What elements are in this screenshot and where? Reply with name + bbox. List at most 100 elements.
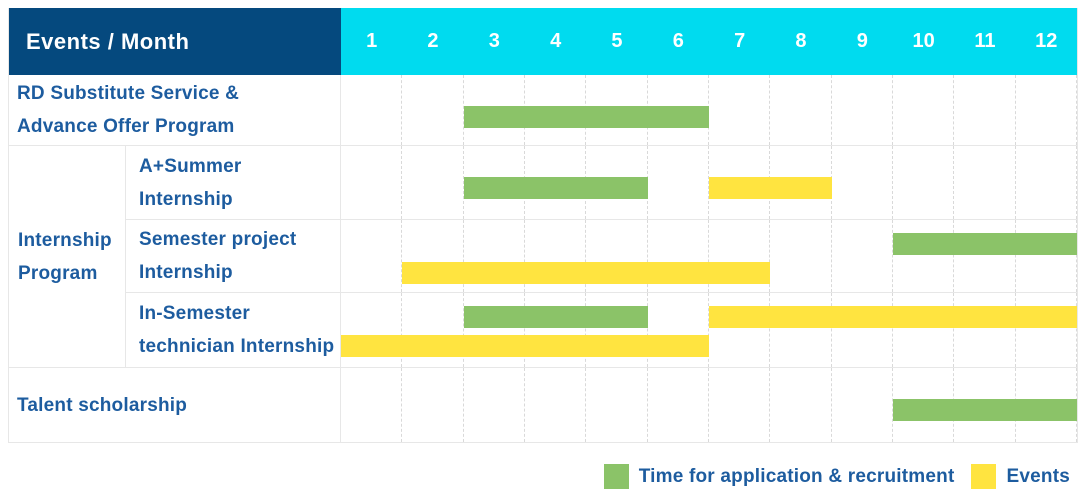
grid-cell-month-6 bbox=[648, 220, 709, 292]
grid-cell-month-1 bbox=[341, 75, 403, 145]
internship-program-group: Internship Program A+Summer Internship Se… bbox=[9, 146, 1077, 368]
grid-cell-month-7 bbox=[709, 293, 771, 367]
row-label-semester-project-internship: Semester project Internship bbox=[126, 220, 341, 292]
grid-cell-month-10 bbox=[893, 75, 955, 145]
table-header-row: Events / Month 1 2 3 4 5 6 7 8 9 10 11 12 bbox=[9, 8, 1077, 75]
grid-cell-month-6 bbox=[648, 146, 709, 219]
grid-cell-month-11 bbox=[954, 146, 1016, 219]
green-bar-months-10-to-12 bbox=[893, 233, 1077, 255]
row-label-line: A+Summer bbox=[139, 155, 242, 177]
row-label-line: RD Substitute Service & bbox=[17, 83, 240, 104]
grid-cell-month-8 bbox=[770, 293, 832, 367]
month-header-7: 7 bbox=[734, 30, 746, 52]
grid-cell-month-8 bbox=[770, 368, 832, 442]
grid-cell-month-5 bbox=[586, 368, 648, 442]
green-bar-months-3-to-5 bbox=[463, 306, 648, 328]
grid-cell-month-7 bbox=[709, 368, 771, 442]
grid-cell-month-10 bbox=[893, 220, 955, 292]
grid-cell-month-9 bbox=[832, 75, 893, 145]
month-header-9: 9 bbox=[856, 30, 868, 52]
grid-cell-month-3 bbox=[464, 293, 525, 367]
schedule-table: Events / Month 1 2 3 4 5 6 7 8 9 10 11 12 RD Substi… bbox=[8, 8, 1078, 443]
month-header-8: 8 bbox=[795, 30, 807, 52]
grid-cell-month-11 bbox=[954, 293, 1016, 367]
grid-cell-month-2 bbox=[402, 75, 464, 145]
row-label-line: Internship bbox=[139, 262, 233, 283]
legend: Time for application & recruitment Event… bbox=[8, 464, 1078, 489]
grid-cell-month-8 bbox=[770, 75, 832, 145]
month-header-10: 10 bbox=[912, 30, 935, 52]
legend-green-label: Time for application & recruitment bbox=[638, 465, 955, 487]
grid-cell-month-12 bbox=[1016, 146, 1077, 219]
legend-green-swatch bbox=[603, 464, 629, 489]
grid-cell-month-7 bbox=[709, 75, 771, 145]
green-bar-months-3-to-5 bbox=[463, 177, 648, 199]
grid-cell-month-12 bbox=[1016, 75, 1077, 145]
month-header-2: 2 bbox=[427, 30, 439, 52]
row-label-line: Talent scholarship bbox=[17, 394, 188, 416]
grid-cell-month-3 bbox=[464, 368, 525, 442]
grid-cell-month-11 bbox=[954, 220, 1016, 292]
grid-cell-month-9 bbox=[832, 293, 893, 367]
month-header-1: 1 bbox=[366, 30, 378, 52]
grid-cell-month-3 bbox=[464, 220, 525, 292]
grid-cell-month-1 bbox=[341, 293, 403, 367]
grid-cell-month-10 bbox=[893, 146, 955, 219]
row-semester-project-internship: Semester project Internship bbox=[126, 219, 1077, 292]
chart-row-rd-substitute-service bbox=[341, 75, 1077, 145]
yellow-bar-months-2-to-7 bbox=[402, 262, 771, 284]
chart-row-in-semester-technician-internship bbox=[341, 293, 1077, 367]
chart-row-talent-scholarship bbox=[341, 368, 1077, 442]
grid-cell-month-1 bbox=[341, 220, 403, 292]
row-label-line: In-Semester bbox=[139, 303, 250, 324]
green-bar-months-3-to-6 bbox=[463, 106, 709, 128]
month-header-3: 3 bbox=[488, 30, 500, 52]
grid-cell-month-4 bbox=[525, 220, 587, 292]
grid-cell-month-5 bbox=[586, 293, 648, 367]
yellow-bar-months-7-to-8 bbox=[709, 177, 832, 199]
row-in-semester-technician-internship: In-Semester technician Internship bbox=[126, 292, 1077, 367]
grid-cell-month-11 bbox=[954, 75, 1016, 145]
row-label-a-summer-internship: A+Summer Internship bbox=[126, 146, 341, 219]
grid-cell-month-4 bbox=[525, 293, 587, 367]
grid-cell-month-9 bbox=[832, 368, 893, 442]
green-bar-months-10-to-12 bbox=[893, 399, 1077, 421]
row-label-line: Semester project bbox=[139, 229, 297, 250]
events-month-header-cell: Events / Month bbox=[9, 8, 341, 75]
yellow-bar-months-7-to-12 bbox=[709, 306, 1077, 328]
internship-program-subrows: A+Summer Internship Semester project Inter… bbox=[126, 146, 1077, 367]
month-header-6: 6 bbox=[672, 30, 684, 52]
row-label-line: technician Internship bbox=[139, 336, 335, 357]
grid-cell-month-2 bbox=[402, 220, 464, 292]
grid-cell-month-1 bbox=[341, 146, 403, 219]
chart-row-a-summer-internship bbox=[341, 146, 1077, 219]
legend-yellow-swatch bbox=[971, 464, 997, 489]
grid-cell-month-6 bbox=[648, 368, 709, 442]
month-header-row: 1 2 3 4 5 6 7 8 9 10 11 12 bbox=[341, 8, 1077, 75]
grid-cell-month-10 bbox=[893, 293, 955, 367]
month-header-5: 5 bbox=[611, 30, 623, 52]
grid-cell-month-4 bbox=[525, 368, 587, 442]
grid-cell-month-9 bbox=[832, 146, 893, 219]
legend-yellow-label: Events bbox=[1006, 465, 1070, 487]
month-header-11: 11 bbox=[974, 30, 996, 52]
month-header-4: 4 bbox=[550, 30, 562, 52]
row-label-in-semester-technician-internship: In-Semester technician Internship bbox=[126, 293, 341, 367]
schedule-gantt: Events / Month 1 2 3 4 5 6 7 8 9 10 11 12 RD Substi… bbox=[8, 8, 1078, 489]
chart-row-semester-project-internship bbox=[341, 220, 1077, 292]
group-label-internship-program: Internship Program bbox=[9, 146, 126, 367]
grid-cell-month-2 bbox=[402, 146, 464, 219]
yellow-bar-months-1-to-6 bbox=[341, 335, 709, 357]
row-label-rd-substitute-service: RD Substitute Service & Advance Offer Pro… bbox=[9, 75, 341, 145]
grid-cell-month-2 bbox=[402, 293, 464, 367]
grid-cell-month-5 bbox=[586, 220, 648, 292]
grid-cell-month-7 bbox=[709, 220, 771, 292]
grid-cell-month-8 bbox=[770, 220, 832, 292]
row-a-summer-internship: A+Summer Internship bbox=[126, 146, 1077, 219]
row-label-line: Internship bbox=[139, 188, 233, 210]
grid-cell-month-2 bbox=[402, 368, 464, 442]
row-rd-substitute-service: RD Substitute Service & Advance Offer Pro… bbox=[9, 75, 1077, 146]
grid-cell-month-6 bbox=[648, 293, 709, 367]
grid-cell-month-12 bbox=[1016, 220, 1077, 292]
grid-cell-month-1 bbox=[341, 368, 403, 442]
